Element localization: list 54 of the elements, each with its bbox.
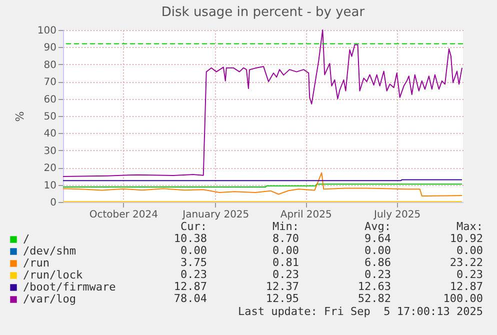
- text: 0.00: [180, 244, 207, 257]
- text: Max:: [456, 220, 483, 233]
- text: 0.00: [364, 244, 391, 257]
- text: Avg:: [364, 220, 391, 233]
- text: 0.23: [456, 268, 483, 281]
- x-tick-label: January 2025: [182, 210, 250, 220]
- text: 0.00: [272, 244, 299, 257]
- y-tick-label: 90: [44, 42, 56, 54]
- text: 23.22: [448, 256, 483, 269]
- text: 0.81: [272, 256, 299, 269]
- y-tick-label: 0: [50, 198, 56, 208]
- y-tick-label: 20: [44, 163, 56, 174]
- chart-title: Disk usage in percent - by year: [161, 5, 366, 20]
- text: 0.23: [180, 268, 207, 281]
- text: Cur:: [180, 220, 207, 233]
- text: 8.70: [272, 232, 299, 245]
- text: 0.23: [364, 268, 391, 281]
- y-tick-label: 40: [44, 128, 56, 140]
- y-tick-label: 50: [44, 112, 56, 122]
- text: 0.00: [456, 244, 483, 257]
- text: 12.87: [172, 280, 207, 293]
- legend-label: /var/log: [23, 292, 76, 306]
- text: 9.64: [364, 232, 391, 245]
- legend-label: /: [23, 232, 30, 246]
- text: 10.38: [172, 232, 207, 245]
- legend-label: /dev/shm: [23, 244, 76, 258]
- line-series: [62, 172, 462, 196]
- x-tick-label: April 2025: [280, 210, 332, 220]
- text: 52.82: [356, 292, 391, 305]
- text: Last update: Fri Sep 5 17:00:13 2025: [238, 305, 483, 318]
- y-tick-label: 70: [44, 77, 56, 88]
- x-tick-label: July 2025: [373, 210, 421, 220]
- y-axis-title: %: [13, 111, 26, 122]
- text: 12.87: [448, 280, 483, 293]
- text: 12.37: [264, 280, 299, 293]
- text: 78.04: [172, 292, 207, 305]
- text: 10.92: [448, 232, 483, 245]
- text: 6.86: [364, 256, 391, 269]
- text: 0.23: [272, 268, 299, 281]
- text: 100.00: [442, 292, 483, 305]
- line-series: [62, 30, 462, 178]
- y-tick-label: 10: [44, 180, 56, 192]
- legend-label: /run/lock: [23, 268, 83, 282]
- y-tick-label: 60: [44, 94, 56, 106]
- legend-label: /run: [23, 256, 50, 270]
- y-tick-label: 100: [37, 26, 56, 36]
- legend-label: /boot/firmware: [23, 280, 116, 294]
- x-tick-label: October 2024: [89, 210, 158, 220]
- text: 3.75: [180, 256, 207, 269]
- text: 12.95: [264, 292, 299, 305]
- text: Min:: [272, 220, 299, 233]
- text: 12.63: [356, 280, 391, 293]
- y-tick-label: 30: [44, 146, 56, 157]
- y-tick-label: 80: [44, 60, 56, 71]
